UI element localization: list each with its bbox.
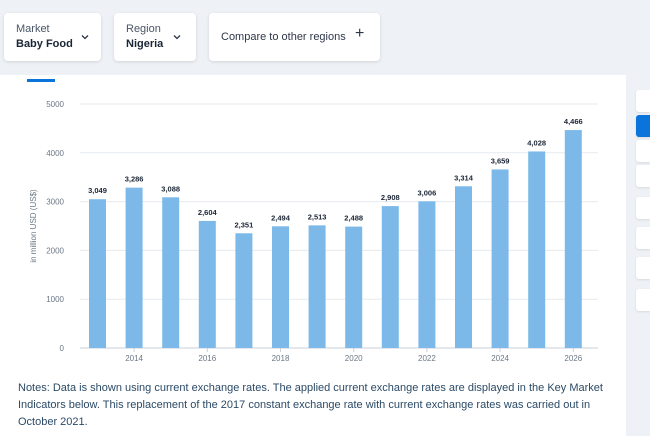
rail-button[interactable] [636, 140, 650, 162]
rail-button[interactable] [636, 227, 650, 249]
region-value: Nigeria [126, 38, 164, 50]
bar[interactable] [89, 199, 106, 348]
region-caption: Region [126, 23, 161, 35]
x-tick-label: 2014 [125, 354, 143, 363]
bar-value-label: 2,494 [271, 213, 291, 222]
x-tick-label: 2022 [418, 354, 436, 363]
bar[interactable] [308, 225, 326, 348]
chart-notes: Notes: Data is shown using current excha… [18, 382, 603, 428]
bar-value-label: 4,028 [527, 138, 546, 147]
bar[interactable] [162, 197, 180, 348]
market-selector[interactable]: Market Baby Food [4, 13, 101, 61]
x-tick-label: 2024 [491, 354, 509, 363]
bar-value-label: 3,088 [161, 184, 180, 193]
bar[interactable] [198, 220, 216, 348]
chevron-down-icon [81, 35, 89, 40]
bar[interactable] [272, 226, 289, 348]
region-selector[interactable]: Region Nigeria [114, 13, 196, 61]
bar[interactable] [125, 187, 143, 348]
x-tick-label: 2016 [198, 354, 216, 363]
bar[interactable] [345, 226, 363, 348]
bar[interactable] [491, 169, 509, 348]
x-tick-label: 2020 [345, 354, 363, 363]
market-caption: Market [16, 23, 50, 35]
compare-regions-button[interactable]: Compare to other regions + [209, 13, 380, 61]
bar-value-label: 3,006 [418, 188, 437, 197]
bar[interactable] [418, 201, 436, 348]
bar[interactable] [235, 233, 253, 348]
bar-value-label: 3,286 [125, 175, 144, 184]
x-tick-label: 2018 [272, 354, 290, 363]
bar-value-label: 2,604 [198, 208, 218, 217]
y-tick-label: 1000 [46, 295, 64, 304]
plus-icon: + [355, 25, 365, 42]
bar-value-label: 3,049 [88, 186, 107, 195]
market-value: Baby Food [16, 38, 73, 50]
bar-value-label: 2,488 [344, 214, 363, 223]
bar[interactable] [455, 186, 472, 348]
rail-button[interactable] [636, 165, 650, 187]
y-tick-label: 2000 [46, 246, 64, 255]
y-tick-label: 3000 [46, 198, 64, 207]
y-tick-label: 4000 [46, 149, 64, 158]
rail-button[interactable] [636, 90, 650, 112]
compare-regions-label: Compare to other regions [221, 31, 346, 43]
bar-value-label: 2,351 [235, 220, 254, 229]
bar[interactable] [381, 206, 399, 348]
x-tick-label: 2026 [564, 354, 582, 363]
rail-button[interactable] [636, 257, 650, 279]
active-tab-indicator [27, 79, 55, 82]
rail-button[interactable] [636, 197, 650, 219]
bar-value-label: 2,908 [381, 193, 400, 202]
y-axis-label: in million USD (US$) [29, 189, 38, 263]
rail-button[interactable] [636, 289, 650, 311]
bar-chart: 0 1000 2000 3000 4000 5000 in million USD (US… [29, 100, 598, 363]
bar-value-label: 3,314 [454, 173, 474, 182]
bar-value-label: 2,513 [308, 212, 327, 221]
rail-button-active[interactable] [636, 115, 650, 137]
bar-value-label: 4,466 [564, 117, 583, 126]
bar[interactable] [528, 151, 546, 348]
bar[interactable] [564, 130, 582, 348]
chart-panel: 0 1000 2000 3000 4000 5000 in million USD (US… [0, 75, 626, 436]
y-tick-label: 5000 [46, 100, 64, 109]
y-tick-label: 0 [60, 344, 65, 353]
right-rail [626, 75, 650, 436]
bar-value-label: 3,659 [491, 156, 510, 165]
chevron-down-icon [173, 35, 181, 40]
